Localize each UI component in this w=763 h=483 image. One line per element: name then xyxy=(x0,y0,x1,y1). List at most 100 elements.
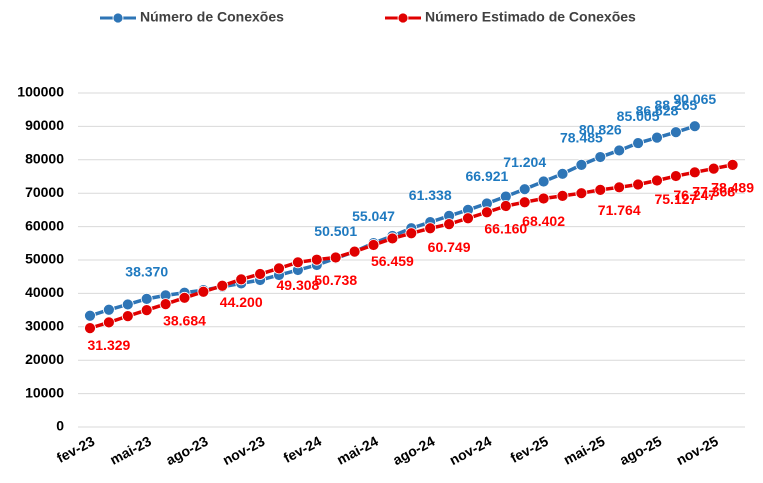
data-point xyxy=(329,251,342,264)
data-point xyxy=(575,187,588,200)
x-tick-label: fev-24 xyxy=(281,433,324,466)
y-tick-label: 40000 xyxy=(25,284,64,300)
data-point xyxy=(726,158,739,171)
data-point xyxy=(556,189,569,202)
data-label: 75.127 xyxy=(654,191,697,207)
data-label: 76.247 xyxy=(673,187,716,203)
data-point xyxy=(405,227,418,240)
data-point xyxy=(518,183,531,196)
legend-label: Número Estimado de Conexões xyxy=(425,9,636,25)
data-point xyxy=(480,206,493,219)
y-tick-label: 30000 xyxy=(25,318,64,334)
data-label: 90.065 xyxy=(673,91,716,107)
data-point xyxy=(670,126,682,139)
data-label: 50.501 xyxy=(314,223,357,239)
x-tick-label: ago-23 xyxy=(163,433,211,468)
data-point xyxy=(103,303,115,316)
data-point xyxy=(178,291,191,304)
data-label: 38.370 xyxy=(125,264,168,280)
x-tick-label: mai-25 xyxy=(561,433,608,468)
x-tick-label: nov-23 xyxy=(220,433,268,468)
y-tick-label: 10000 xyxy=(25,384,64,400)
data-point xyxy=(348,245,361,258)
data-label: 71.204 xyxy=(503,154,546,170)
y-tick-label: 90000 xyxy=(25,117,64,133)
data-label: 71.764 xyxy=(598,202,641,218)
data-label: 85.005 xyxy=(617,108,660,124)
data-point xyxy=(651,174,663,187)
y-tick-label: 50000 xyxy=(25,251,64,267)
x-tick-label: ago-24 xyxy=(390,433,438,468)
data-point xyxy=(273,262,285,275)
data-label: 88.265 xyxy=(654,97,697,113)
data-label: 38.684 xyxy=(163,312,206,328)
x-tick-label: mai-24 xyxy=(334,433,381,468)
data-label: 61.338 xyxy=(409,187,452,203)
data-point xyxy=(367,239,380,251)
data-point xyxy=(103,316,115,329)
data-label: 77.368 xyxy=(692,183,735,199)
data-point xyxy=(632,178,644,191)
y-tick-label: 20000 xyxy=(25,351,64,367)
data-point xyxy=(424,222,437,235)
x-tick-label: nov-24 xyxy=(447,433,495,468)
x-tick-label: fev-23 xyxy=(54,433,97,466)
data-point xyxy=(140,292,153,305)
data-point xyxy=(84,322,96,335)
data-point xyxy=(386,232,399,245)
data-point xyxy=(310,253,323,266)
data-point xyxy=(462,212,474,225)
data-point xyxy=(159,298,172,310)
data-point xyxy=(613,144,626,157)
x-tick-label: mai-23 xyxy=(107,433,154,468)
data-point xyxy=(688,166,701,179)
data-point xyxy=(235,273,248,286)
data-label: 50.738 xyxy=(314,272,357,288)
legend-marker xyxy=(397,12,409,24)
data-label: 78.489 xyxy=(711,180,754,196)
data-point xyxy=(254,268,267,280)
data-point xyxy=(499,200,512,212)
y-tick-label: 0 xyxy=(56,418,64,434)
data-point xyxy=(121,298,134,311)
x-tick-label: fev-25 xyxy=(508,433,551,466)
data-point xyxy=(291,256,304,269)
data-label: 86.628 xyxy=(636,102,679,118)
data-point xyxy=(556,167,569,180)
data-point xyxy=(594,183,607,196)
legend-marker xyxy=(112,12,124,24)
data-point xyxy=(688,120,701,133)
data-label: 31.329 xyxy=(87,337,130,353)
data-label: 68.402 xyxy=(522,213,565,229)
data-point xyxy=(613,181,626,194)
data-point xyxy=(121,310,134,323)
data-point xyxy=(651,131,663,144)
data-label: 66.160 xyxy=(484,221,527,237)
data-point xyxy=(632,137,644,149)
data-label: 55.047 xyxy=(352,208,395,224)
data-label: 78.485 xyxy=(560,130,603,146)
data-label: 80.826 xyxy=(579,122,622,138)
y-tick-label: 70000 xyxy=(25,184,64,200)
data-label: 44.200 xyxy=(220,294,263,310)
data-label: 56.459 xyxy=(371,253,414,269)
data-label: 60.749 xyxy=(428,239,471,255)
data-label: 49.308 xyxy=(276,277,319,293)
data-point xyxy=(594,151,607,163)
data-point xyxy=(443,218,456,230)
data-point xyxy=(140,304,153,317)
data-point xyxy=(84,309,96,322)
x-tick-label: nov-25 xyxy=(673,433,721,468)
data-point xyxy=(216,279,229,292)
legend-label: Número de Conexões xyxy=(140,9,284,25)
data-point xyxy=(518,196,531,209)
data-point xyxy=(537,192,550,205)
y-tick-label: 80000 xyxy=(25,151,64,167)
data-point xyxy=(670,170,682,182)
data-point xyxy=(197,285,210,298)
data-point xyxy=(537,175,550,188)
data-label: 66.921 xyxy=(465,168,508,184)
y-tick-label: 100000 xyxy=(17,84,64,100)
data-point xyxy=(575,158,588,171)
